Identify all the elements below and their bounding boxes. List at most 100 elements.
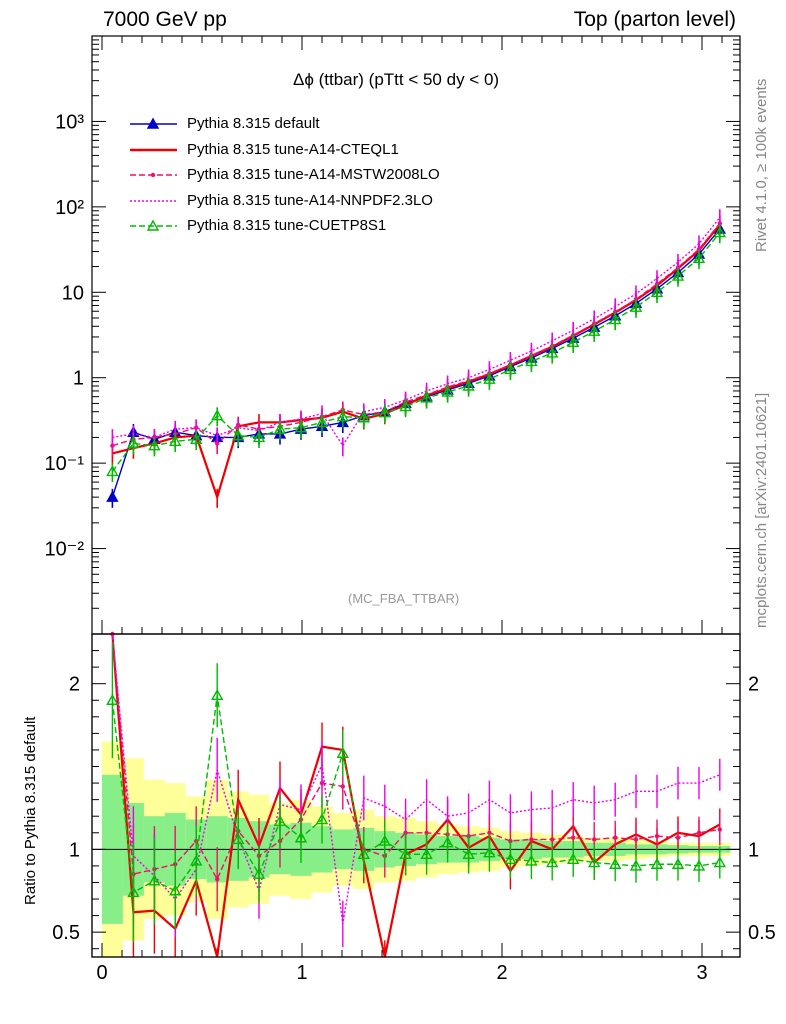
- rivet-version-label: Rivet 4.1.0, ≥ 100k events: [753, 78, 770, 252]
- main-point-cuetp8s1: [609, 313, 622, 325]
- main-point-cuetp8s1: [169, 434, 182, 447]
- ratio-line-mstw: [111, 633, 720, 881]
- main-point-cuetp8s1: [211, 409, 224, 421]
- ratio-point-cuetp8s1: [169, 884, 182, 896]
- ratio-series-layer: [91, 631, 741, 958]
- main-point-cuetp8s1: [420, 391, 433, 403]
- ratio-point-cuetp8s1: [525, 854, 538, 866]
- main-point-cuetp8s1: [588, 324, 601, 336]
- ratio-ytick-label-right: 2: [748, 674, 759, 696]
- main-point-cuetp8s1: [692, 251, 706, 263]
- main-ytick-label: 10²: [55, 197, 84, 219]
- main-line-mstw: [112, 222, 721, 447]
- main-ytick-label: 10: [62, 282, 84, 304]
- ratio-point-mstw: [613, 835, 618, 840]
- main-point-cuetp8s1: [671, 269, 685, 281]
- ratio-plot-frame: [91, 633, 741, 958]
- ratio-point-mstw: [340, 784, 345, 789]
- ratio-point-cuetp8s1: [232, 832, 245, 845]
- main-series-mstw: [110, 215, 722, 457]
- ratio-point-mstw: [592, 837, 597, 842]
- main-point-cuetp8s1: [399, 400, 412, 412]
- legend-entry-cteql1: Pythia 8.315 tune-A14-CTEQL1: [187, 141, 399, 158]
- legend-entry-mstw: Pythia 8.315 tune-A14-MSTW2008LO: [187, 166, 440, 183]
- plot-title: Δϕ (ttbar) (pTtt < 50 dy < 0): [293, 70, 500, 89]
- ratio-point-cuetp8s1: [546, 856, 559, 868]
- main-point-cuetp8s1: [629, 300, 643, 312]
- ratio-point-cuetp8s1: [462, 847, 475, 860]
- main-series-cuetp8s1: [106, 224, 726, 483]
- ratio-point-cuetp8s1: [211, 688, 224, 700]
- legend-entry-default: Pythia 8.315 default: [187, 115, 320, 132]
- ratio-series-cteql1: [111, 633, 721, 958]
- main-series-nnpdf: [111, 209, 721, 457]
- beam-label: 7000 GeV pp: [103, 8, 227, 31]
- ratio-frame-overlay: [91, 633, 741, 958]
- ratio-point-cuetp8s1: [713, 856, 726, 868]
- ratio-point-cuetp8s1: [650, 857, 664, 869]
- ratio-ytick-label: 2: [69, 674, 80, 696]
- ratio-ylabel: Ratio to Pythia 8.315 default: [22, 716, 39, 905]
- ratio-point-cuetp8s1: [567, 852, 580, 864]
- ratio-xtick-label: 3: [696, 962, 707, 984]
- main-point-cuetp8s1: [567, 335, 580, 347]
- main-ytick-label: 10⁻²: [45, 539, 85, 561]
- main-point-cuetp8s1: [650, 285, 664, 297]
- ratio-point-mstw: [675, 835, 681, 840]
- mcplots-label: mcplots.cern.ch [arXiv:2401.10621]: [753, 392, 770, 628]
- main-point-cuetp8s1: [336, 410, 349, 422]
- main-line-nnpdf: [112, 217, 721, 448]
- main-point-cuetp8s1: [232, 429, 245, 441]
- ratio-point-mstw: [487, 830, 492, 835]
- ratio-xtick-label: 2: [496, 962, 507, 984]
- main-point-cuetp8s1: [252, 430, 266, 443]
- ratio-point-cuetp8s1: [441, 836, 454, 848]
- ratio-point-cuetp8s1: [336, 746, 349, 758]
- ratio-point-cuetp8s1: [692, 859, 706, 871]
- main-line-cteql1: [112, 223, 721, 501]
- ratio-xtick-label: 1: [296, 962, 307, 984]
- ratio-point-cuetp8s1: [190, 854, 203, 866]
- ratio-series-cuetp8s1: [106, 642, 726, 943]
- ratio-point-cuetp8s1: [399, 847, 412, 860]
- ratio-point-cuetp8s1: [294, 831, 308, 843]
- main-point-cuetp8s1: [525, 355, 538, 367]
- ratio-point-cuetp8s1: [609, 857, 622, 869]
- main-point-cuetp8s1: [462, 379, 475, 391]
- analysis-label: (MC_FBA_TTBAR): [348, 591, 460, 606]
- main-ytick-label: 1: [73, 368, 84, 390]
- ratio-xtick-label: 0: [96, 962, 107, 984]
- ratio-ytick-label-right: 0.5: [748, 922, 776, 944]
- main-point-cuetp8s1: [546, 346, 559, 358]
- main-point-cuetp8s1: [273, 422, 287, 434]
- ratio-point-mstw: [424, 830, 429, 835]
- main-point-cuetp8s1: [148, 439, 161, 451]
- main-point-cuetp8s1: [378, 406, 391, 418]
- main-point-cuetp8s1: [190, 432, 203, 445]
- main-point-cuetp8s1: [127, 437, 140, 449]
- main-point-cuetp8s1: [441, 385, 454, 397]
- ratio-ytick-label: 1: [69, 839, 80, 861]
- ratio-point-cuetp8s1: [588, 856, 601, 868]
- legend-markers: [130, 117, 177, 231]
- main-point-cuetp8s1: [504, 362, 517, 375]
- tick-layer: 10⁻² 10⁻¹ 1 10 10² 10³ 0 1 2 3 0.5 0.5 1 1 2 2: [45, 36, 776, 984]
- main-point-cuetp8s1: [357, 411, 370, 423]
- main-point-cuetp8s1: [294, 421, 308, 433]
- main-point-cuetp8s1: [106, 464, 119, 477]
- ratio-line-cteql1: [111, 633, 721, 958]
- ratio-point-mstw: [696, 830, 702, 835]
- ratio-point-cuetp8s1: [504, 852, 517, 864]
- ratio-ytick-label: 0.5: [52, 922, 80, 944]
- ratio-point-cuetp8s1: [252, 867, 266, 879]
- ratio-point-cuetp8s1: [106, 693, 119, 705]
- main-ytick-label: 10⁻¹: [45, 453, 85, 475]
- main-line-cuetp8s1: [111, 232, 721, 472]
- main-ytick-label: 10³: [55, 111, 84, 133]
- ratio-point-cuetp8s1: [273, 814, 287, 826]
- main-point-cuetp8s1: [713, 226, 726, 238]
- main-series-cteql1: [111, 216, 721, 508]
- legend-marker-default: [146, 117, 160, 129]
- ratio-point-mstw: [215, 876, 220, 882]
- ratio-point-cuetp8s1: [483, 846, 496, 858]
